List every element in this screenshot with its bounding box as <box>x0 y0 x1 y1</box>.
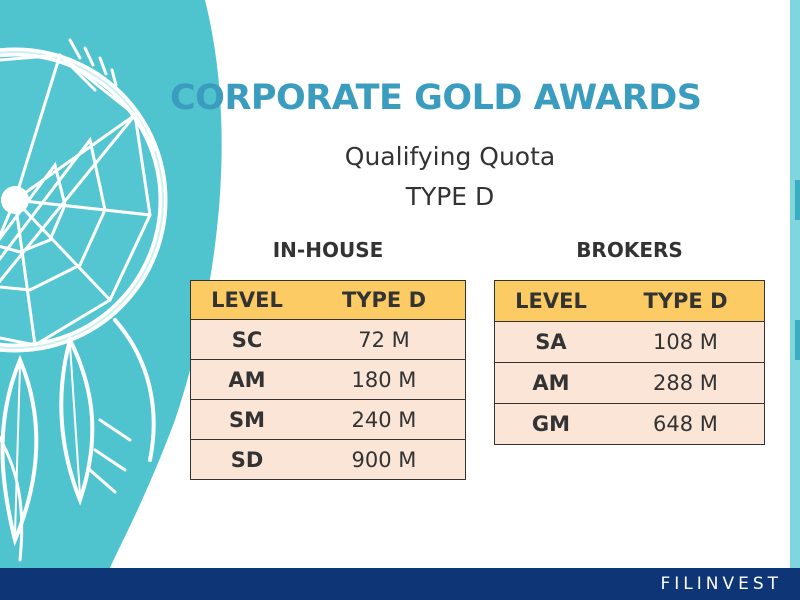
column-header-level: LEVEL <box>211 288 283 312</box>
level-cell: SA <box>535 330 567 354</box>
quota-cell: 288 M <box>653 371 718 395</box>
table-header-row: LEVEL TYPE D <box>495 281 764 321</box>
quota-cell: 900 M <box>351 447 417 472</box>
quota-cell: 72 M <box>358 327 410 352</box>
brand-logo: FILINVEST <box>660 574 782 594</box>
quota-cell: 240 M <box>351 407 417 432</box>
table-row: SM 240 M <box>191 399 465 439</box>
table-row: SA 108 M <box>495 321 764 362</box>
quota-cell: 108 M <box>653 330 718 354</box>
dreamcatcher-icon <box>0 38 168 562</box>
table-row: GM 648 M <box>495 403 764 444</box>
level-cell: SD <box>230 447 264 472</box>
level-cell: AM <box>532 371 570 395</box>
quota-cell: 180 M <box>351 367 417 392</box>
table-row: SC 72 M <box>191 319 465 359</box>
in-house-heading: IN-HOUSE <box>272 238 384 262</box>
quota-cell: 648 M <box>653 412 718 436</box>
subtitle-qualifying-quota: Qualifying Quota <box>344 142 556 171</box>
footer-bar: FILINVEST <box>0 568 800 600</box>
column-header-type: TYPE D <box>643 289 728 313</box>
table-header-row: LEVEL TYPE D <box>191 281 465 319</box>
column-header-level: LEVEL <box>515 289 587 313</box>
subtitle-type: TYPE D <box>405 182 495 211</box>
table-row: AM 180 M <box>191 359 465 399</box>
level-cell: AM <box>228 367 266 392</box>
table-row: SD 900 M <box>191 439 465 479</box>
brokers-heading: BROKERS <box>576 238 683 262</box>
brokers-table: LEVEL TYPE D SA 108 M AM 288 M GM 648 M <box>494 280 765 445</box>
level-cell: GM <box>531 412 571 436</box>
slide-title: CORPORATE GOLD AWARDS <box>170 78 702 118</box>
level-cell: SC <box>231 327 263 352</box>
in-house-table: LEVEL TYPE D SC 72 M AM 180 M SM 240 M S… <box>190 280 466 480</box>
table-row: AM 288 M <box>495 362 764 403</box>
column-header-type: TYPE D <box>341 288 426 312</box>
level-cell: SM <box>228 407 266 432</box>
